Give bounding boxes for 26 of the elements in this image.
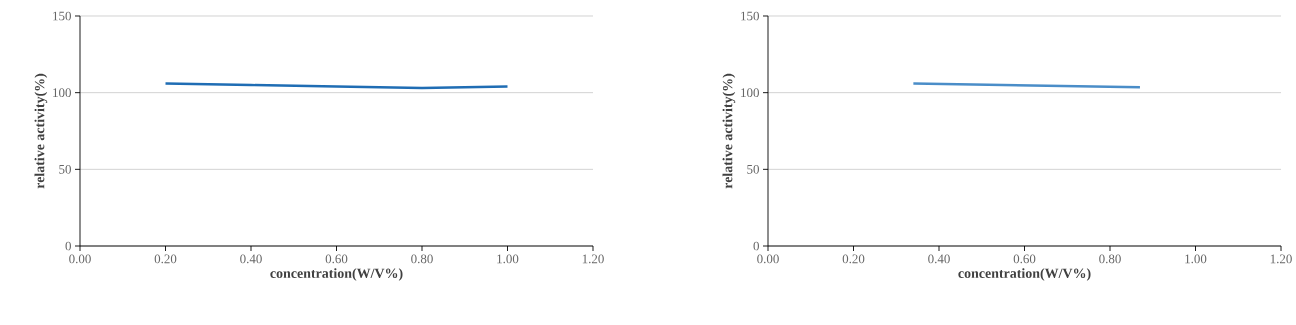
y-tick-label: 150 bbox=[53, 11, 71, 21]
x-tick-label: 0.00 bbox=[69, 254, 91, 264]
y-tick-label: 0 bbox=[65, 241, 71, 251]
y-tick-label: 50 bbox=[59, 164, 71, 174]
x-tick-label: 0.00 bbox=[757, 254, 779, 264]
x-tick-label: 0.60 bbox=[1013, 254, 1036, 264]
x-tick-label: 1.00 bbox=[497, 254, 519, 264]
x-tick-label: 1.20 bbox=[582, 254, 604, 264]
x-tick-label: 0.40 bbox=[240, 254, 262, 264]
x-tick-label: 1.20 bbox=[1270, 254, 1292, 264]
y-tick-label: 150 bbox=[741, 11, 759, 21]
y-axis-title: relative activity(%) bbox=[722, 73, 736, 189]
x-tick-label: 0.20 bbox=[154, 254, 177, 264]
x-tick-label: 0.20 bbox=[842, 254, 865, 264]
x-axis-title: concentration(W/V%) bbox=[958, 268, 1091, 281]
x-axis-title: concentration(W/V%) bbox=[270, 268, 403, 281]
y-axis-title: relative activity(%) bbox=[34, 73, 48, 189]
x-tick-label: 0.40 bbox=[928, 254, 950, 264]
x-tick-label: 0.60 bbox=[325, 254, 348, 264]
x-tick-label: 0.80 bbox=[411, 254, 433, 264]
x-tick-label: 1.00 bbox=[1185, 254, 1207, 264]
y-tick-label: 50 bbox=[747, 164, 759, 174]
x-tick-label: 0.80 bbox=[1099, 254, 1121, 264]
y-tick-label: 100 bbox=[741, 88, 759, 98]
y-tick-label: 100 bbox=[53, 88, 71, 98]
y-tick-label: 0 bbox=[753, 241, 759, 251]
